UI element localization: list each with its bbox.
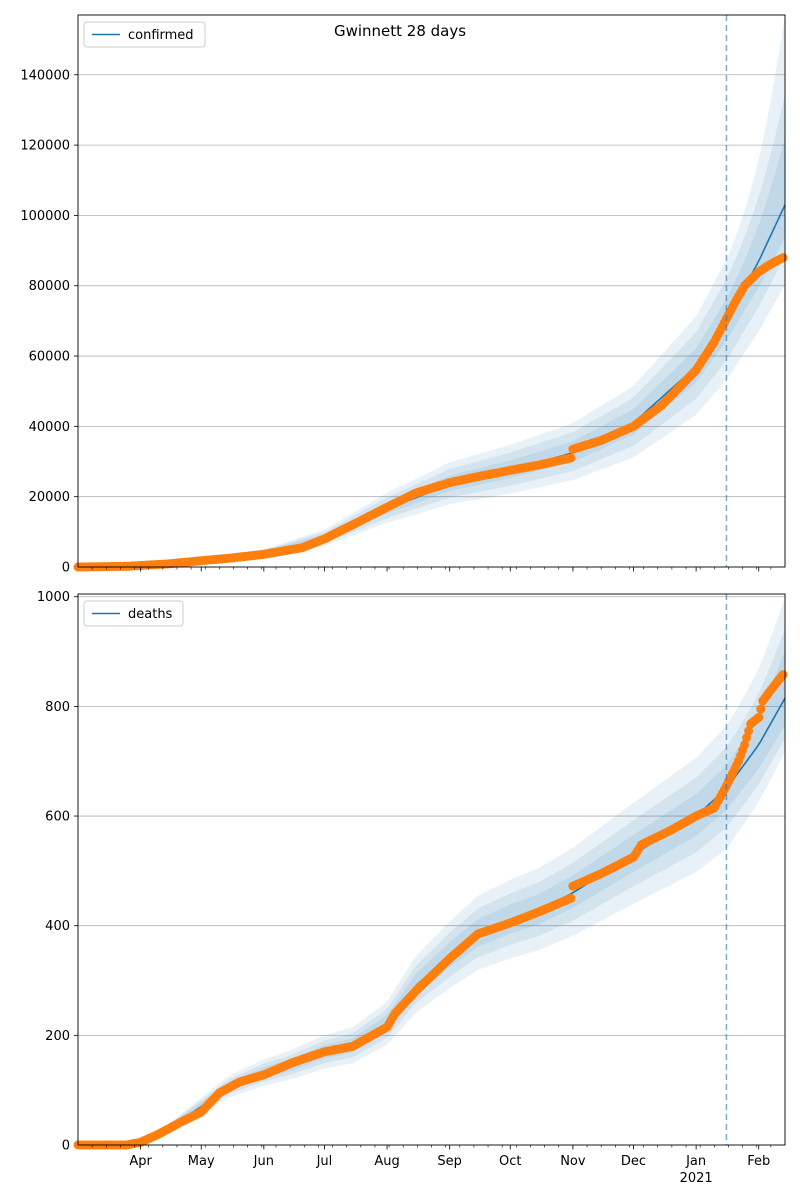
legend-label: deaths — [128, 607, 173, 622]
observed-point — [744, 726, 754, 736]
x-tick-label: Jun — [253, 1154, 274, 1169]
observed-point — [754, 712, 764, 722]
y-tick-label: 200 — [45, 1029, 70, 1044]
y-tick-label: 0 — [62, 561, 70, 576]
chart-title: Gwinnett 28 days — [333, 22, 467, 40]
legend-box — [83, 21, 206, 48]
observed-point — [566, 893, 576, 903]
confidence-band — [78, 94, 785, 567]
legend-label: confirmed — [128, 28, 194, 43]
legend: deaths — [83, 600, 184, 627]
y-tick-label: 120000 — [20, 139, 70, 154]
confidence-band — [78, 651, 785, 1145]
confidence-band — [78, 14, 785, 568]
x-tick-label: Jul — [316, 1154, 333, 1169]
observed-point — [740, 740, 750, 750]
y-tick-label: 600 — [45, 810, 70, 825]
deaths-panel: 0 200 400 600 800 1000 Apr May Jun Jul Aug Sep Oct No… — [37, 590, 788, 1186]
x-tick-label: Oct — [499, 1154, 521, 1169]
y-tick-label: 800 — [45, 700, 70, 715]
y-tick-label: 60000 — [29, 350, 70, 365]
x-tick-label: Dec — [621, 1154, 646, 1169]
x-tick-label: Nov — [560, 1154, 586, 1169]
x-year-label: 2021 — [680, 1171, 713, 1186]
confidence-band — [78, 597, 785, 1145]
x-tick-label: Sep — [437, 1154, 462, 1169]
confirmed-panel: 0 20000 40000 60000 80000 100000 120000 140000 c… — [20, 14, 788, 576]
y-tick-label: 40000 — [29, 420, 70, 435]
x-tick-label: Feb — [747, 1154, 770, 1169]
x-tick-label: Apr — [129, 1154, 152, 1169]
y-tick-label: 400 — [45, 919, 70, 934]
x-tick-label: Jan — [685, 1154, 706, 1169]
y-tick-label: 0 — [62, 1139, 70, 1154]
y-tick-label: 80000 — [29, 279, 70, 294]
observed-point — [756, 704, 766, 714]
y-tick-label: 20000 — [29, 490, 70, 505]
x-tick-label: Aug — [374, 1154, 399, 1169]
legend-box — [83, 600, 184, 627]
observed-point — [778, 670, 788, 680]
observed-point — [778, 253, 788, 263]
observed-point — [566, 453, 576, 463]
model-line — [78, 697, 786, 1146]
legend: confirmed — [83, 21, 206, 48]
y-tick-label: 100000 — [20, 209, 70, 224]
observed-point — [742, 733, 752, 743]
y-tick-label: 1000 — [37, 590, 70, 605]
y-tick-label: 140000 — [20, 68, 70, 83]
x-tick-label: May — [188, 1154, 215, 1169]
